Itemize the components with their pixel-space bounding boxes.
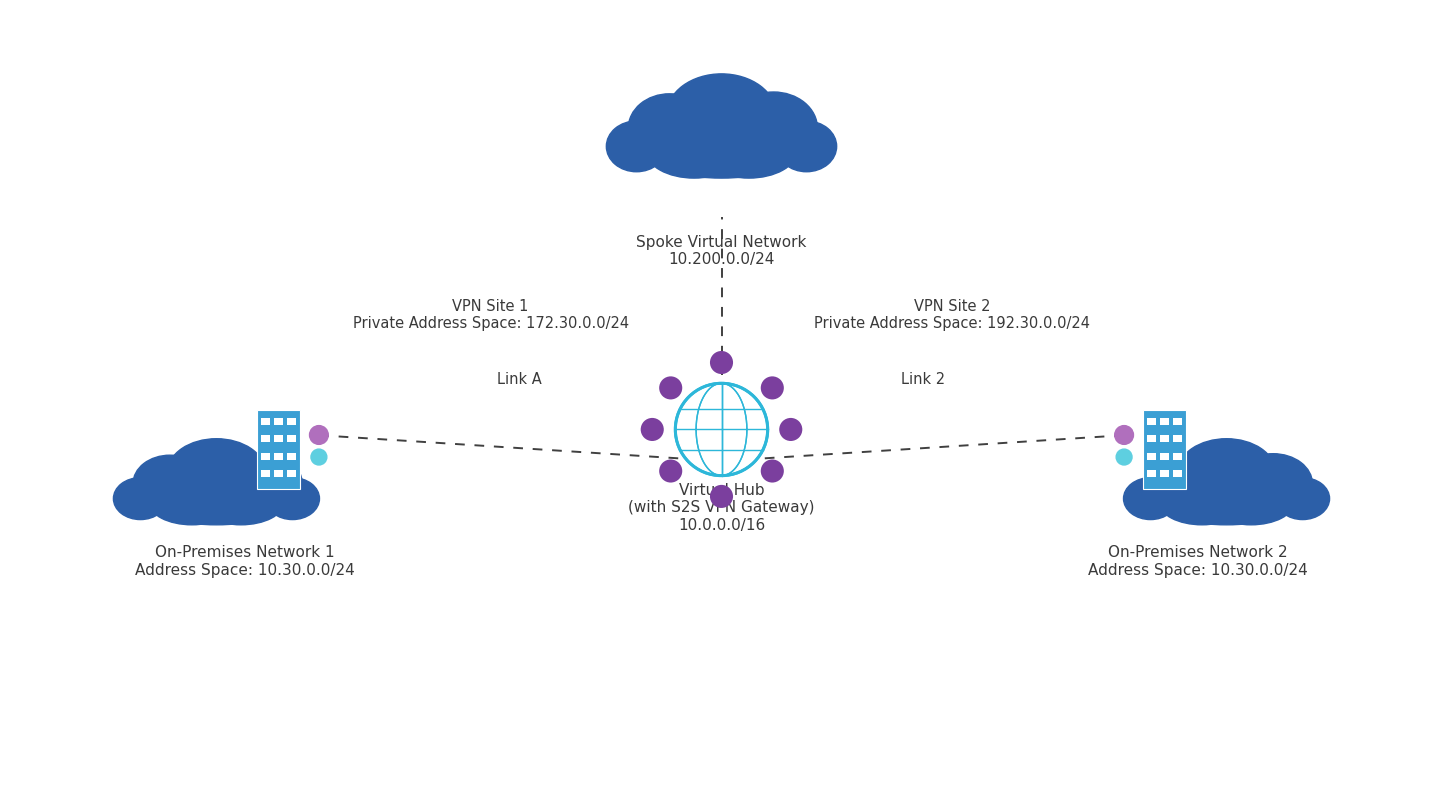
Ellipse shape [675,383,768,476]
Ellipse shape [1234,454,1313,514]
Ellipse shape [776,121,837,172]
FancyBboxPatch shape [1160,418,1169,426]
FancyBboxPatch shape [1160,435,1169,443]
Text: VPN Site 2
Private Address Space: 192.30.0.0/24: VPN Site 2 Private Address Space: 192.30… [814,299,1091,332]
Ellipse shape [641,418,664,441]
FancyBboxPatch shape [261,435,270,443]
Ellipse shape [652,138,791,178]
Ellipse shape [154,492,277,525]
Ellipse shape [659,377,683,400]
FancyBboxPatch shape [287,435,296,443]
Text: Spoke Virtual Network
10.200.0.0/24: Spoke Virtual Network 10.200.0.0/24 [636,235,807,267]
Ellipse shape [224,454,303,514]
FancyBboxPatch shape [274,452,283,460]
Ellipse shape [1159,480,1245,525]
FancyBboxPatch shape [261,418,270,426]
Text: Link 2: Link 2 [902,372,945,388]
Ellipse shape [628,94,710,162]
Ellipse shape [1276,478,1329,519]
FancyBboxPatch shape [1143,410,1186,489]
FancyBboxPatch shape [274,470,283,478]
Ellipse shape [133,455,206,512]
Ellipse shape [309,426,329,444]
FancyBboxPatch shape [1173,435,1182,443]
FancyBboxPatch shape [257,410,300,489]
FancyBboxPatch shape [261,452,270,460]
Ellipse shape [667,74,776,155]
Text: Virtual Hub
(with S2S VPN Gateway)
10.0.0.0/16: Virtual Hub (with S2S VPN Gateway) 10.0.… [628,483,815,533]
FancyBboxPatch shape [1173,418,1182,426]
Ellipse shape [1117,449,1131,465]
Ellipse shape [1177,439,1276,506]
FancyBboxPatch shape [261,470,270,478]
FancyBboxPatch shape [274,435,283,443]
FancyBboxPatch shape [287,418,296,426]
Ellipse shape [149,480,235,525]
Ellipse shape [710,485,733,508]
Ellipse shape [659,459,683,482]
Ellipse shape [266,478,319,519]
FancyBboxPatch shape [1147,418,1156,426]
Text: Link A: Link A [496,372,543,388]
Ellipse shape [1208,480,1294,525]
Ellipse shape [710,351,733,374]
Ellipse shape [1143,455,1216,512]
FancyBboxPatch shape [287,452,296,460]
Ellipse shape [646,124,742,178]
Ellipse shape [167,439,266,506]
Text: On-Premises Network 2
Address Space: 10.30.0.0/24: On-Premises Network 2 Address Space: 10.… [1088,545,1307,578]
Text: VPN Site 1
Private Address Space: 172.30.0.0/24: VPN Site 1 Private Address Space: 172.30… [352,299,629,332]
FancyBboxPatch shape [287,470,296,478]
Ellipse shape [114,478,167,519]
Ellipse shape [730,92,817,165]
Ellipse shape [310,449,326,465]
Ellipse shape [1124,478,1177,519]
FancyBboxPatch shape [1147,435,1156,443]
Ellipse shape [701,124,797,178]
Ellipse shape [760,459,784,482]
FancyBboxPatch shape [1160,452,1169,460]
Text: On-Premises Network 1
Address Space: 10.30.0.0/24: On-Premises Network 1 Address Space: 10.… [136,545,355,578]
Ellipse shape [1165,492,1289,525]
FancyBboxPatch shape [1173,470,1182,478]
FancyBboxPatch shape [1147,452,1156,460]
Ellipse shape [198,480,284,525]
Ellipse shape [1114,426,1134,444]
Ellipse shape [606,121,667,172]
FancyBboxPatch shape [1173,452,1182,460]
FancyBboxPatch shape [1147,470,1156,478]
Ellipse shape [779,418,802,441]
FancyBboxPatch shape [1160,470,1169,478]
Ellipse shape [760,377,784,400]
FancyBboxPatch shape [274,418,283,426]
